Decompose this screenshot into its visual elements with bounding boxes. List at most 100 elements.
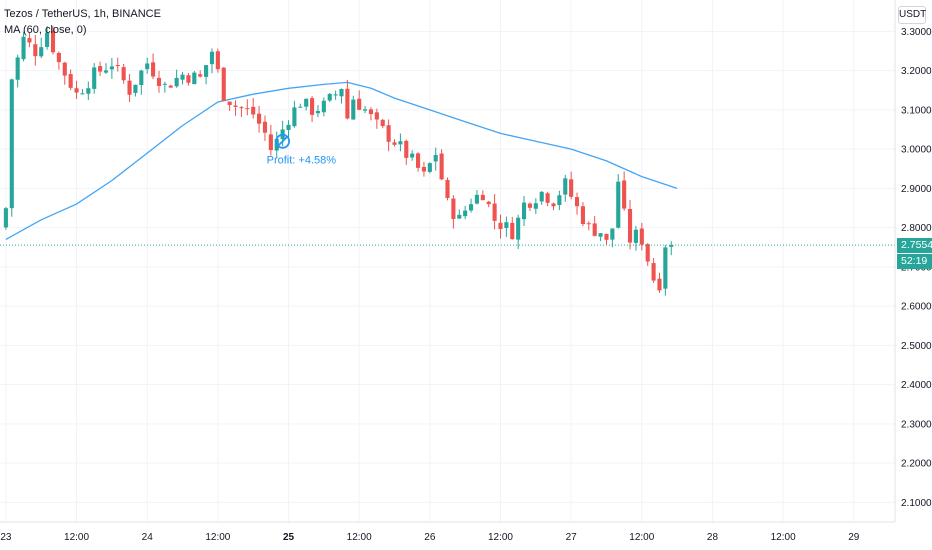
- candle-body: [262, 121, 268, 133]
- no-entry-icon-slash: [277, 136, 288, 147]
- candle-body: [557, 195, 562, 206]
- candle-body: [186, 75, 191, 83]
- candle-body: [215, 51, 220, 70]
- candle-body: [86, 88, 91, 94]
- time-tick-label: 12:00: [64, 532, 89, 543]
- candle-body: [9, 79, 14, 209]
- candle-body: [345, 88, 350, 119]
- candle-body: [68, 74, 73, 88]
- candle-body: [50, 30, 56, 53]
- candle-body: [433, 154, 438, 162]
- candle-body: [233, 105, 238, 107]
- candle-body: [598, 233, 603, 237]
- candle-body: [604, 233, 609, 240]
- candle-body: [363, 109, 368, 111]
- candle-body: [174, 77, 179, 87]
- candle-body: [315, 110, 321, 114]
- candle-body: [133, 84, 138, 93]
- candle-body: [651, 263, 656, 281]
- candle-body: [510, 222, 515, 240]
- candle-body: [139, 70, 144, 86]
- candle-body: [586, 223, 591, 225]
- candle-body: [468, 204, 474, 211]
- candle-body: [492, 203, 497, 221]
- candle-body: [209, 51, 215, 65]
- currency-button[interactable]: USDT: [898, 6, 926, 24]
- profit-label: Profit: +4.58%: [267, 154, 337, 166]
- candlestick-series: [3, 26, 674, 296]
- candle-body: [616, 181, 621, 228]
- candle-body: [333, 94, 338, 96]
- candle-body: [521, 202, 527, 220]
- price-axis[interactable]: 3.30003.20003.10003.00002.90002.80002.70…: [901, 27, 932, 509]
- candle-body: [310, 98, 315, 115]
- candle-body: [410, 153, 415, 158]
- candle-body: [474, 194, 480, 204]
- no-entry-icon: [275, 133, 291, 149]
- candle-body: [156, 77, 162, 86]
- candle-body: [351, 99, 356, 120]
- price-tick-label: 2.9000: [901, 184, 932, 195]
- candle-body: [592, 223, 597, 236]
- candle-body: [103, 70, 109, 73]
- candle-body: [127, 80, 132, 95]
- candle-body: [663, 247, 668, 289]
- price-tick-label: 2.2000: [901, 459, 932, 470]
- symbol-title[interactable]: Tezos / TetherUS, 1h, BINANCE: [4, 8, 161, 20]
- candle-body: [374, 112, 379, 120]
- candle-body: [415, 153, 421, 168]
- time-tick-label: 12:00: [629, 532, 654, 543]
- candle-body: [386, 125, 391, 142]
- candle-body: [227, 101, 232, 106]
- price-tick-label: 2.3000: [901, 419, 932, 430]
- candle-body: [545, 193, 550, 203]
- candle-body: [109, 66, 114, 70]
- candle-body: [463, 210, 468, 217]
- moving-average-layer: [5, 81, 678, 240]
- price-tick-label: 2.1000: [901, 498, 932, 509]
- candle-body: [151, 62, 156, 77]
- candle-body: [321, 100, 326, 113]
- candle-body: [27, 38, 32, 43]
- candle-body: [257, 113, 262, 124]
- candle-body: [539, 191, 544, 202]
- candle-body: [633, 229, 638, 243]
- candle-body: [162, 83, 167, 85]
- time-tick-label: 12:00: [347, 532, 372, 543]
- candle-body: [3, 208, 8, 228]
- time-tick-label: 12:00: [488, 532, 513, 543]
- candle-body: [239, 107, 244, 109]
- candle-body: [480, 194, 485, 201]
- price-tick-label: 2.5000: [901, 341, 932, 352]
- candle-body: [563, 178, 568, 195]
- candle-body: [498, 222, 503, 229]
- candle-body: [251, 106, 256, 115]
- time-tick-label: 23: [0, 532, 12, 543]
- candle-body: [98, 66, 103, 72]
- time-tick-label: 29: [848, 532, 860, 543]
- candle-body: [486, 201, 491, 205]
- trade-annotation[interactable]: Profit: +4.58%: [267, 133, 337, 167]
- candle-body: [421, 166, 427, 172]
- chart-legend: Tezos / TetherUS, 1h, BINANCE MA (60, cl…: [4, 6, 161, 38]
- candle-body: [657, 278, 662, 291]
- candle-body: [292, 107, 297, 127]
- candle-body: [339, 89, 344, 97]
- last-price-tag: 2.7554: [897, 237, 932, 253]
- indicator-title[interactable]: MA (60, close, 0): [4, 24, 87, 36]
- candle-body: [622, 180, 627, 209]
- time-axis[interactable]: 23 12:00 24 12:00 25 12:00 26 12:00 27 12:00 28 12:…: [0, 532, 859, 543]
- candle-body: [245, 108, 250, 110]
- candle-body: [286, 124, 291, 130]
- candle-body: [39, 47, 44, 57]
- candle-body: [551, 203, 556, 207]
- candle-body: [357, 98, 362, 110]
- price-tick-label: 2.6000: [901, 302, 932, 313]
- candle-body: [574, 197, 580, 207]
- price-tick-label: 3.2000: [901, 66, 932, 77]
- candle-body: [92, 67, 97, 89]
- bar-countdown-tag: 52:19: [897, 254, 932, 270]
- candle-body: [80, 93, 85, 95]
- candle-body: [74, 88, 79, 93]
